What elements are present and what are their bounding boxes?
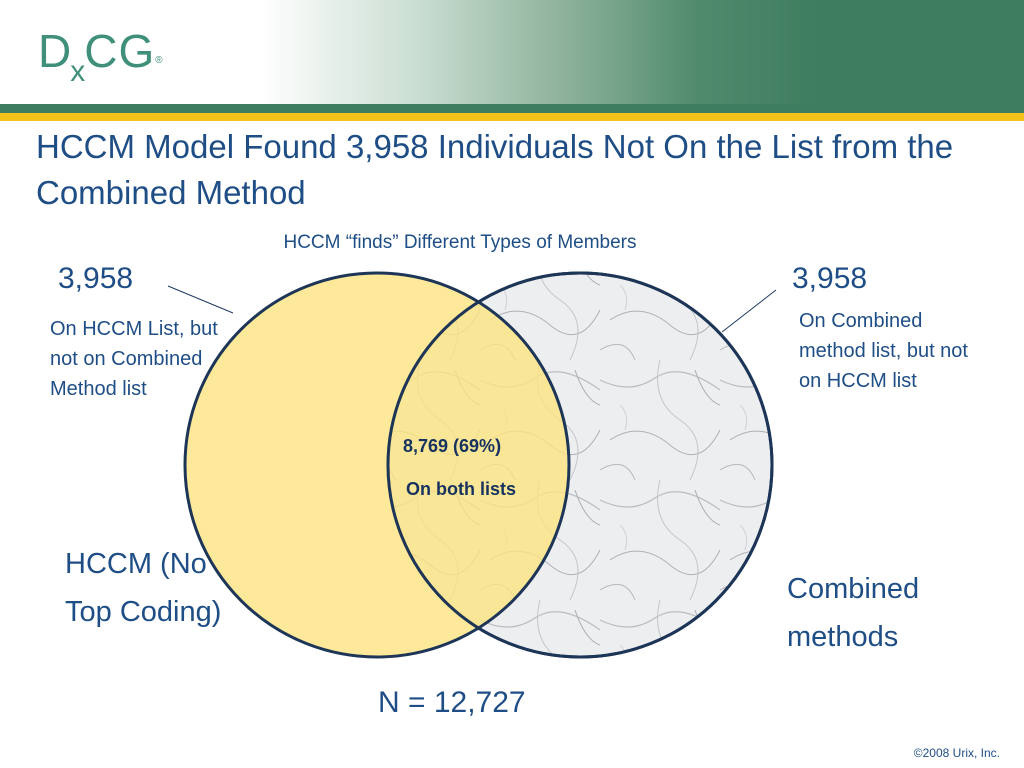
overlap-label: On both lists — [406, 479, 516, 499]
right-only-description: On Combined method list, but not on HCCM… — [799, 310, 968, 392]
hccm-set-label: HCCM (No Top Coding) — [65, 548, 222, 628]
slide-title: HCCM Model Found 3,958 Individuals Not O… — [36, 128, 954, 211]
header-banner — [0, 0, 1024, 113]
combined-set-label: Combined methods — [787, 573, 920, 653]
left-only-description: On HCCM List, but not on Combined Method… — [50, 318, 218, 400]
header-gold-bar — [0, 113, 1024, 121]
logo-cg: CG — [84, 25, 156, 77]
right-only-count: 3,958 — [792, 262, 868, 295]
logo-x: x — [70, 55, 87, 88]
left-pointer-line — [167, 285, 234, 314]
logo-registered: ® — [155, 55, 164, 66]
overlap-count: 8,769 (69%) — [403, 436, 502, 456]
dxcg-logo: DxCG® — [38, 24, 164, 88]
header-green-bar — [0, 104, 1024, 113]
hccm-circle — [183, 271, 571, 659]
logo-d: D — [38, 25, 73, 77]
copyright-footer: ©2008 Urix, Inc. — [913, 746, 1000, 760]
slide-subtitle: HCCM “finds” Different Types of Members — [283, 232, 637, 253]
total-count: N = 12,727 — [378, 686, 526, 719]
right-pointer-line — [721, 289, 777, 333]
left-only-count: 3,958 — [58, 262, 134, 295]
combined-circle-outline — [386, 271, 774, 659]
